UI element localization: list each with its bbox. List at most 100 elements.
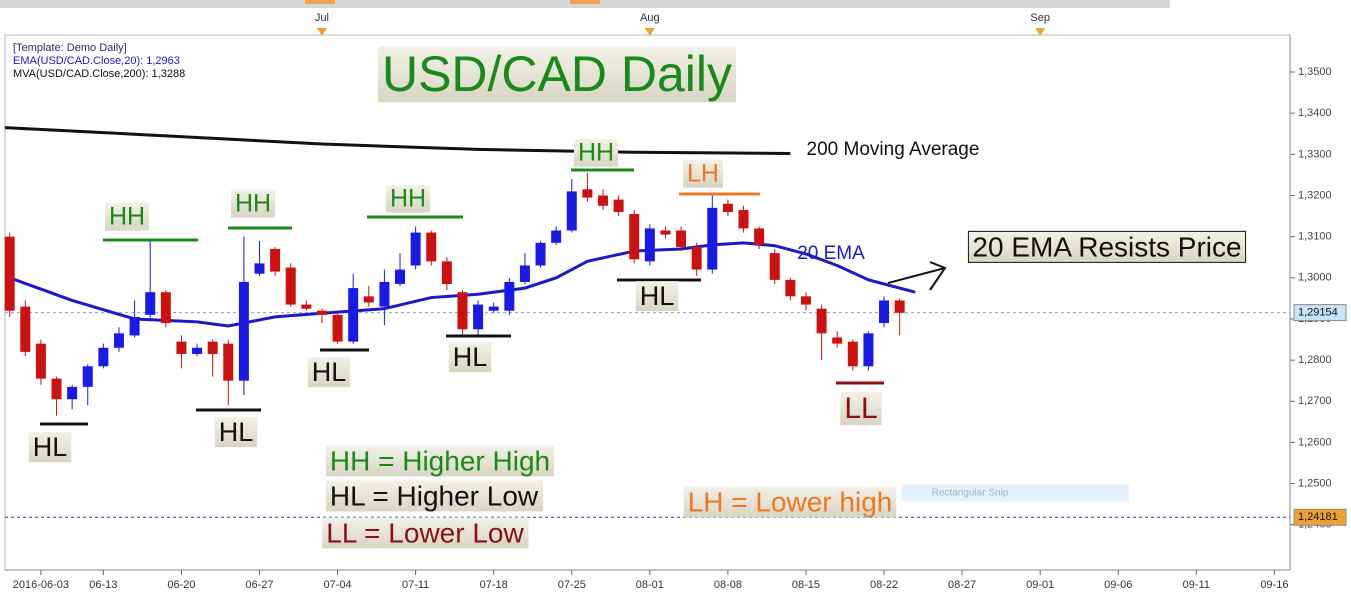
candle-body (410, 232, 421, 266)
annotation: LL = Lower Low (326, 517, 524, 548)
candle-body (20, 306, 31, 352)
price-label: 1,29154 (1298, 307, 1338, 319)
candle-body (691, 246, 702, 270)
annotation: HH (578, 139, 614, 167)
annotation-box (325, 480, 543, 512)
x-tick-label: 06-20 (167, 579, 195, 591)
candle-body (176, 341, 187, 354)
candle-body (551, 230, 562, 243)
month-label: Sep (1030, 12, 1050, 24)
y-tick-label: 1,2500 (1298, 477, 1332, 489)
month-marker (1035, 28, 1046, 36)
x-tick-label: 08-15 (792, 579, 820, 591)
candle-body (629, 214, 640, 260)
month-label: Aug (640, 12, 660, 24)
y-tick-label: 1,3200 (1298, 189, 1332, 201)
y-tick-label: 1,3400 (1298, 107, 1332, 119)
annotation-box (448, 342, 492, 373)
header-text: [Template: Demo Daily] (13, 42, 127, 54)
annotation-box (322, 517, 529, 549)
candle-body (145, 292, 156, 315)
annotation: HL (312, 357, 347, 387)
x-tick-label: 08-01 (636, 579, 664, 591)
top-bar-handle (570, 0, 600, 4)
x-tick-label: 06-13 (89, 579, 117, 591)
annotation-box (307, 357, 351, 388)
x-tick-label: 08-08 (714, 579, 742, 591)
x-tick-label: 09-01 (1026, 579, 1054, 591)
candle-body (707, 207, 718, 270)
candle-body (473, 304, 484, 330)
candle-body (754, 228, 765, 245)
annotation: HH (390, 185, 426, 213)
candle-body (816, 308, 827, 334)
x-tick-label: 08-22 (870, 579, 898, 591)
candle-body (441, 261, 452, 284)
top-bar-handle (305, 0, 335, 4)
month-label: Jul (315, 12, 329, 24)
x-tick-label: 07-25 (558, 579, 586, 591)
candle-body (519, 265, 530, 282)
candle-body (566, 191, 577, 231)
x-tick-label: 09-16 (1260, 579, 1288, 591)
y-tick-label: 1,2600 (1298, 436, 1332, 448)
annotation-box (214, 417, 258, 448)
y-tick-label: 1,3500 (1298, 66, 1332, 78)
month-marker (644, 28, 655, 36)
annotation-box (28, 432, 72, 463)
month-marker (316, 28, 327, 36)
x-tick-label: 2016-06-03 (13, 579, 69, 591)
candle-body (644, 228, 655, 262)
annotation: LH = Lower high (688, 486, 893, 517)
candle-body (285, 267, 296, 305)
annotation-box (385, 184, 431, 213)
candle-body (535, 242, 546, 266)
annotation: HL = Higher Low (330, 480, 539, 511)
annotation-box (104, 202, 150, 231)
candle-body (769, 253, 780, 280)
annotation: HL (33, 432, 68, 462)
candle-body (598, 195, 609, 206)
annotation-box (840, 391, 882, 425)
candle-body (426, 232, 437, 262)
candle-body (847, 341, 858, 367)
annotation-box (635, 281, 679, 312)
annotation-box (967, 230, 1247, 263)
candle-body (4, 236, 15, 311)
header-text: MVA(USD/CAD.Close,200): 1,3288 (13, 68, 185, 80)
annotation-box (802, 139, 984, 161)
annotation-box (683, 159, 723, 188)
candle-body (223, 343, 234, 381)
candle-body (82, 366, 93, 387)
candle-body (332, 314, 343, 342)
candle-body (894, 300, 905, 313)
candle-body (35, 343, 46, 379)
annotation: HH = Higher High (330, 445, 550, 476)
price-label-box (1293, 508, 1347, 526)
candle-body (301, 304, 312, 309)
x-tick-label: 07-11 (402, 579, 429, 591)
chart-title: USD/CAD Daily (382, 46, 732, 102)
x-tick-label: 09-06 (1104, 579, 1132, 591)
candle-body (722, 203, 733, 212)
candle-body (51, 378, 62, 400)
candle-body (488, 306, 499, 311)
candle-body (160, 292, 171, 324)
annotation: HL (640, 281, 675, 311)
annotation-box (901, 484, 1129, 502)
y-tick-label: 1,3300 (1298, 148, 1332, 160)
annotation: LL (844, 392, 877, 425)
candle-body (504, 281, 515, 311)
annotation-box (573, 138, 619, 167)
y-tick-label: 1,3000 (1298, 272, 1332, 284)
candle-body (832, 337, 843, 344)
annotation: 20 EMA (797, 243, 865, 264)
annotation: HH (235, 190, 271, 218)
price-label-box (1293, 304, 1347, 322)
candle-body (67, 386, 78, 400)
x-tick-label: 07-18 (480, 579, 508, 591)
candle-body (395, 269, 406, 284)
annotation: LH (687, 160, 719, 188)
candle-body (379, 281, 390, 307)
